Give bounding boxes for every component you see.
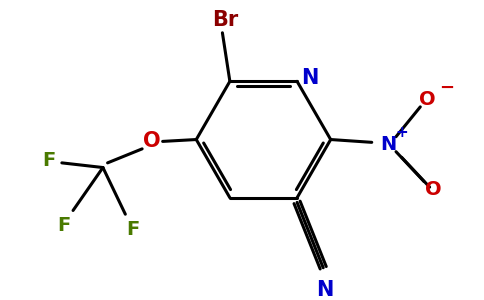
Text: O: O — [420, 90, 436, 109]
Text: N: N — [380, 135, 397, 154]
Text: F: F — [126, 220, 139, 238]
Text: O: O — [143, 131, 160, 152]
Text: F: F — [42, 151, 55, 169]
Text: F: F — [57, 216, 70, 235]
Text: −: − — [439, 79, 454, 97]
Text: O: O — [425, 179, 442, 199]
Text: Br: Br — [212, 10, 238, 30]
Text: N: N — [317, 280, 334, 300]
Text: +: + — [395, 125, 408, 140]
Text: N: N — [302, 68, 319, 88]
